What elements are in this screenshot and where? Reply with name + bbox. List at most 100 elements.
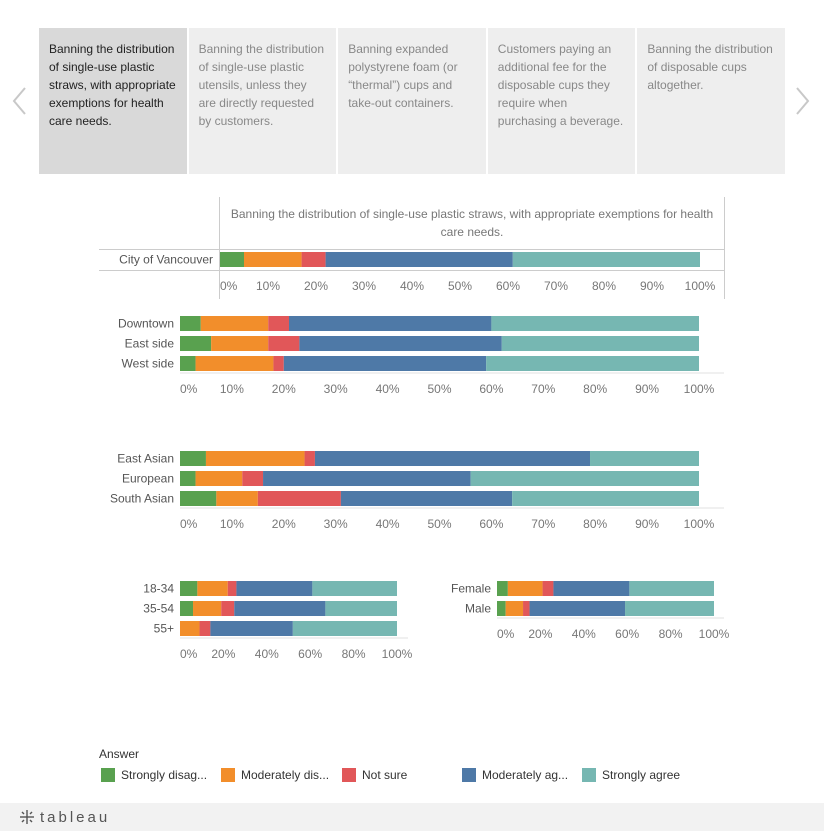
category-label: East side	[125, 337, 175, 351]
legend-label: Moderately ag...	[482, 768, 569, 782]
bar-segment[interactable]	[501, 336, 699, 351]
bar-segment[interactable]	[220, 252, 244, 267]
bar-segment[interactable]	[211, 336, 269, 351]
tab-plastic-utensils[interactable]: Banning the distribution of single-use p…	[188, 28, 337, 174]
legend-item-strongly-agree[interactable]: Strongly agree	[582, 767, 680, 783]
bar-segment[interactable]	[283, 356, 487, 371]
bar-segment[interactable]	[180, 491, 217, 506]
bar-segment[interactable]	[221, 601, 235, 616]
bar-segment[interactable]	[210, 621, 293, 636]
divider	[99, 270, 725, 271]
tableau-logo[interactable]: tableau	[18, 808, 110, 826]
category-label: 55+	[154, 622, 174, 636]
bar-segment[interactable]	[180, 601, 194, 616]
bar-segment[interactable]	[242, 471, 264, 486]
bar-segment[interactable]	[180, 336, 212, 351]
bar-segment[interactable]	[523, 601, 530, 616]
bar-segment[interactable]	[497, 581, 508, 596]
bar-segment[interactable]	[180, 621, 200, 636]
bar-segment[interactable]	[263, 471, 471, 486]
bar-segment[interactable]	[512, 252, 700, 267]
tick-label: 50%	[427, 517, 451, 531]
bar-segment[interactable]	[273, 356, 284, 371]
bar-segment[interactable]	[312, 581, 397, 596]
bar-segment[interactable]	[512, 491, 699, 506]
bar-segment[interactable]	[325, 252, 513, 267]
bar-segment[interactable]	[505, 601, 524, 616]
tick-label: 10%	[220, 517, 244, 531]
bar-segment[interactable]	[195, 471, 243, 486]
bar-segment[interactable]	[470, 471, 699, 486]
bar-segment[interactable]	[629, 581, 714, 596]
tab-disposable-cups[interactable]: Banning the distribution of disposable c…	[637, 28, 785, 174]
tick-label: 100%	[382, 647, 413, 661]
legend-item-moderately-agree[interactable]: Moderately ag...	[462, 767, 568, 783]
bar-segment[interactable]	[234, 601, 326, 616]
prev-arrow-button[interactable]	[10, 84, 30, 118]
bar-segment[interactable]	[529, 601, 626, 616]
tick-label: 90%	[635, 382, 659, 396]
bar-segment[interactable]	[553, 581, 630, 596]
bar-segment[interactable]	[205, 451, 305, 466]
bar-segment[interactable]	[236, 581, 313, 596]
tick-label: 100%	[684, 517, 715, 531]
bar-segment[interactable]	[180, 316, 201, 331]
chart-panel-2: East Asian European South Asian 0% 10% 20% 30%…	[110, 451, 724, 531]
bar-segment[interactable]	[216, 491, 258, 506]
bar-segment[interactable]	[268, 316, 289, 331]
bar-segment[interactable]	[292, 621, 397, 636]
legend-item-not-sure[interactable]: Not sure	[342, 767, 407, 783]
tick-label: 40%	[572, 627, 596, 641]
chart-panel-1: Downtown East side West side 0% 10% 20% 30% 40%…	[118, 316, 724, 396]
bar-segment[interactable]	[325, 601, 397, 616]
bar-segment[interactable]	[180, 356, 196, 371]
category-label: Male	[465, 602, 491, 616]
bar-segment[interactable]	[299, 336, 502, 351]
bar-segment[interactable]	[180, 451, 206, 466]
tick-label: 70%	[531, 382, 555, 396]
bar-segment[interactable]	[180, 471, 196, 486]
tick-label: 100%	[699, 627, 730, 641]
bar-segment[interactable]	[288, 316, 492, 331]
legend-title: Answer	[99, 747, 140, 761]
tick-label: 80%	[592, 279, 616, 293]
tick-label: 90%	[640, 279, 664, 293]
legend-item-moderately-disagree[interactable]: Moderately dis...	[221, 767, 329, 783]
bar-segment[interactable]	[340, 491, 513, 506]
tick-label: 80%	[659, 627, 683, 641]
bar-segment[interactable]	[197, 581, 228, 596]
bar-segment[interactable]	[200, 316, 269, 331]
bar-segment[interactable]	[227, 581, 237, 596]
bar-segment[interactable]	[199, 621, 211, 636]
tab-polystyrene-foam[interactable]: Banning expanded polystyrene foam (or “t…	[338, 28, 486, 174]
tick-label: 80%	[583, 517, 607, 531]
tick-label: 30%	[352, 279, 376, 293]
bar-segment[interactable]	[180, 581, 198, 596]
bar-segment[interactable]	[542, 581, 554, 596]
bar-segment[interactable]	[195, 356, 274, 371]
bar-segment[interactable]	[625, 601, 714, 616]
bar-segment[interactable]	[304, 451, 315, 466]
tick-label: 20%	[304, 279, 328, 293]
tick-label: 80%	[342, 647, 366, 661]
bar-segment[interactable]	[314, 451, 591, 466]
tick-label: 100%	[685, 279, 716, 293]
legend-item-strongly-disagree[interactable]: Strongly disag...	[101, 767, 207, 783]
bar-segment[interactable]	[491, 316, 699, 331]
bar-segment[interactable]	[590, 451, 699, 466]
tab-plastic-straws[interactable]: Banning the distribution of single-use p…	[39, 28, 187, 174]
next-arrow-button[interactable]	[792, 84, 812, 118]
tick-label: 20%	[211, 647, 235, 661]
bar-segment[interactable]	[193, 601, 222, 616]
bar-segment[interactable]	[507, 581, 543, 596]
bar-segment[interactable]	[486, 356, 699, 371]
bar-segment[interactable]	[268, 336, 300, 351]
bar-segment[interactable]	[257, 491, 341, 506]
category-label: 18-34	[143, 582, 174, 596]
tick-label: 40%	[255, 647, 279, 661]
bar-segment[interactable]	[301, 252, 326, 267]
tab-cup-fee[interactable]: Customers paying an additional fee for t…	[487, 28, 636, 174]
bar-segment[interactable]	[497, 601, 506, 616]
tableau-brand-text: tableau	[40, 808, 111, 826]
bar-segment[interactable]	[244, 252, 302, 267]
